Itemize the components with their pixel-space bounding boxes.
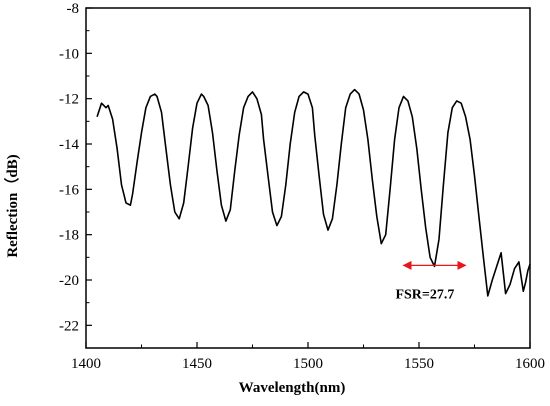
x-tick-label: 1600 bbox=[515, 356, 545, 372]
y-tick-label: -20 bbox=[59, 273, 79, 289]
y-axis-title: Reflection（dB) bbox=[3, 154, 21, 257]
y-tick-label: -8 bbox=[67, 1, 80, 17]
x-tick-label: 1450 bbox=[182, 356, 212, 372]
fsr-label: FSR=27.7 bbox=[395, 287, 454, 302]
x-tick-label: 1500 bbox=[293, 356, 323, 372]
y-tick-label: -18 bbox=[59, 228, 79, 244]
x-axis-title: Wavelength(nm) bbox=[239, 380, 346, 396]
series-line-0 bbox=[96, 88, 531, 297]
y-tick-label: -16 bbox=[59, 182, 79, 198]
x-tick-label: 1400 bbox=[71, 356, 101, 372]
plot-frame bbox=[85, 7, 531, 349]
y-tick-label: -10 bbox=[59, 46, 79, 62]
y-tick-label: -12 bbox=[59, 92, 79, 108]
y-tick-label: -14 bbox=[59, 137, 79, 153]
y-tick-label: -22 bbox=[59, 318, 79, 334]
x-tick-label: 1550 bbox=[404, 356, 434, 372]
